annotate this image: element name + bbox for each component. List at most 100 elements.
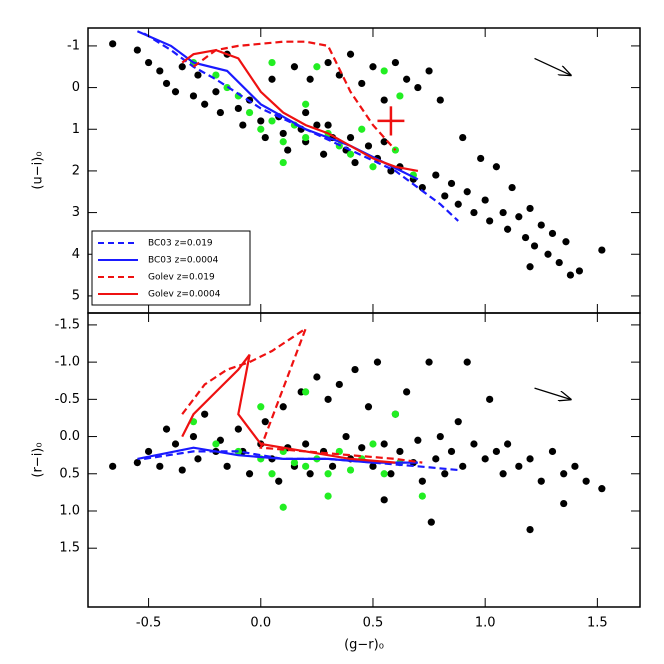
- data-point: [275, 477, 283, 485]
- data-point: [194, 71, 202, 79]
- y-tick-label: -1.0: [55, 355, 80, 370]
- x-tick-label: 1.5: [587, 616, 608, 631]
- data-point: [162, 79, 171, 88]
- data-point: [459, 462, 467, 470]
- data-point: [425, 67, 433, 75]
- x-tick-label: -0.5: [136, 616, 161, 631]
- data-point: [324, 58, 332, 67]
- data-point: [418, 183, 426, 192]
- data-point: [302, 133, 310, 142]
- data-point: [302, 462, 310, 470]
- x-axis-label: (g−r)₀: [344, 638, 384, 653]
- data-point: [279, 138, 287, 146]
- data-point: [504, 440, 512, 448]
- data-point: [178, 466, 186, 474]
- data-point: [373, 358, 382, 366]
- data-point: [369, 440, 377, 448]
- data-point: [414, 436, 422, 444]
- data-point: [387, 470, 395, 478]
- data-point: [562, 238, 570, 246]
- data-point: [234, 104, 242, 113]
- data-point: [279, 158, 287, 167]
- data-point: [306, 75, 314, 83]
- data-point: [335, 380, 343, 389]
- data-point: [369, 63, 377, 71]
- legend-label: BC03 z=0.0004: [148, 256, 219, 266]
- data-point: [358, 79, 366, 88]
- data-point: [486, 395, 494, 403]
- data-point: [144, 58, 153, 67]
- data-point: [268, 58, 276, 67]
- model-line: [136, 30, 419, 181]
- data-point: [346, 150, 355, 158]
- x-tick-label: 0.0: [250, 616, 271, 631]
- data-point: [261, 418, 269, 426]
- model-line: [137, 446, 418, 464]
- data-point: [515, 462, 523, 470]
- data-point: [212, 71, 220, 79]
- y-tick-label: 1.5: [59, 541, 80, 556]
- data-point: [544, 250, 552, 258]
- data-point: [171, 88, 180, 96]
- data-point: [313, 63, 321, 71]
- data-point: [358, 125, 366, 133]
- plot-area: [109, 30, 606, 279]
- y-tick-label: 0.5: [59, 466, 80, 481]
- data-point: [257, 125, 265, 133]
- data-point: [396, 92, 404, 100]
- data-point: [436, 96, 444, 104]
- data-point: [432, 171, 440, 179]
- data-point: [477, 154, 485, 163]
- data-point: [427, 518, 435, 526]
- axes-frame: [87, 312, 641, 608]
- data-point: [598, 485, 606, 493]
- data-point: [178, 63, 186, 71]
- data-point: [447, 179, 456, 188]
- data-point: [346, 133, 355, 142]
- legend-label: BC03 z=0.019: [148, 239, 213, 249]
- y-tick-label: -0.5: [55, 392, 80, 407]
- data-point: [302, 108, 310, 117]
- data-point: [481, 455, 489, 463]
- data-point: [521, 233, 530, 242]
- data-point: [470, 440, 478, 448]
- data-point: [555, 258, 563, 267]
- data-point: [436, 432, 444, 441]
- data-point: [290, 459, 299, 467]
- data-point: [470, 208, 478, 217]
- data-point: [560, 499, 568, 508]
- data-point: [414, 83, 422, 92]
- data-point: [156, 462, 164, 470]
- data-point: [481, 196, 489, 204]
- legend-label: Golev z=0.019: [148, 273, 215, 283]
- data-point: [598, 246, 606, 254]
- data-point: [290, 63, 299, 71]
- data-point: [109, 40, 117, 48]
- data-point: [324, 121, 332, 129]
- data-point: [351, 365, 359, 374]
- model-line: [181, 48, 419, 172]
- model-line: [143, 32, 459, 222]
- data-point: [234, 425, 242, 433]
- y-tick-label: 3: [72, 205, 80, 220]
- data-point: [369, 163, 377, 171]
- data-point: [391, 58, 400, 67]
- data-point: [560, 470, 568, 478]
- data-point: [391, 410, 400, 418]
- data-point: [358, 444, 366, 452]
- data-point: [441, 470, 449, 478]
- data-point: [279, 503, 287, 511]
- data-point: [459, 133, 467, 142]
- data-point: [133, 459, 141, 467]
- y-tick-label: 5: [72, 288, 80, 303]
- data-point: [526, 204, 534, 213]
- data-point: [257, 117, 265, 125]
- data-point: [499, 208, 507, 217]
- data-point: [223, 462, 231, 470]
- x-tick-label: 1.0: [475, 616, 496, 631]
- data-point: [346, 466, 355, 474]
- data-point: [447, 447, 456, 456]
- data-point: [396, 447, 404, 456]
- data-point: [302, 100, 310, 108]
